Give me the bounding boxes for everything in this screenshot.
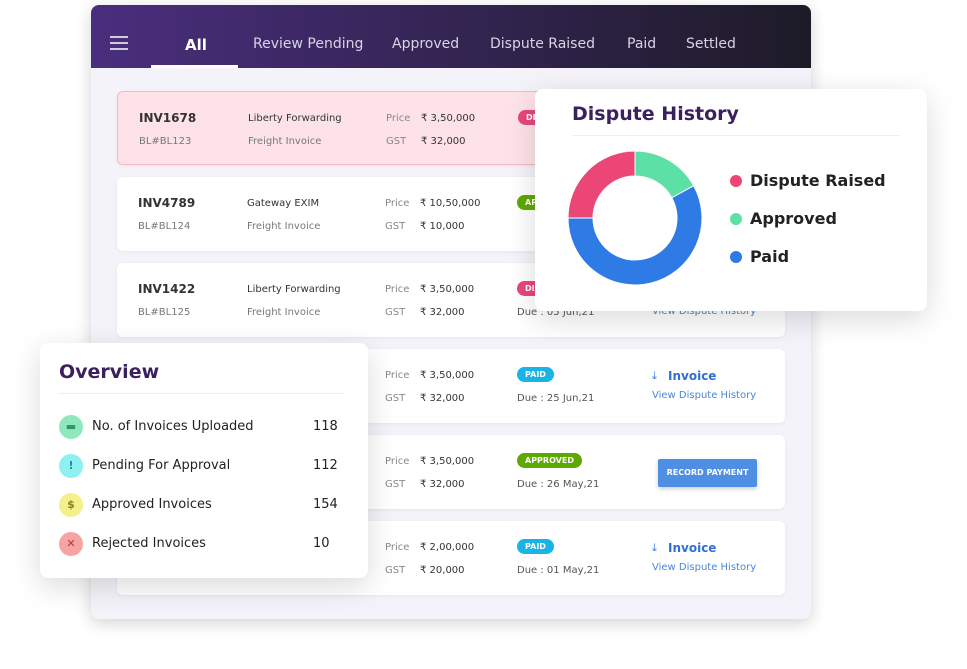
item-count: 118 [313,419,338,434]
download-icon: ⤓ [652,369,657,382]
gst: ₹ 32,000 [420,307,465,318]
bl-number: BL#BL123 [139,136,192,147]
invoice-id: INV4789 [138,196,196,210]
bl-number: BL#BL124 [138,221,191,232]
item-icon: ▬ [59,415,83,439]
tab[interactable]: Review Pending [253,36,364,52]
item-count: 10 [313,536,330,551]
dispute-link[interactable]: View Dispute History [652,390,757,401]
due-date: Due : 05 Jun,21 [517,307,595,318]
invoice-link[interactable]: Invoice [668,369,717,383]
price: ₹ 3,50,000 [420,284,475,295]
invoice-type: Freight Invoice [248,136,322,147]
company: Gateway EXIM [247,198,320,209]
item-label: Pending For Approval [92,458,231,473]
item-icon: ! [59,454,83,478]
due-date: Due : 26 May,21 [517,479,600,490]
gst-label: GST [385,565,406,576]
gst-label: GST [385,479,406,490]
legend-label: Paid [750,247,790,266]
gst-label: GST [385,307,406,318]
price-label: Price [386,113,411,124]
price-label: Price [385,456,410,467]
gst: ₹ 32,000 [421,136,466,147]
donut-chart [567,150,703,286]
invoice-type: Freight Invoice [247,307,321,318]
bl-number: BL#BL125 [138,307,191,318]
dispute-link[interactable]: View Dispute History [652,562,757,573]
tab[interactable]: Dispute Raised [490,36,595,52]
tab[interactable]: Settled [686,36,736,52]
menu-icon[interactable] [110,36,129,50]
tab-underline [151,65,238,68]
gst-label: GST [385,221,406,232]
legend-dot [730,175,742,187]
download-icon: ⤓ [652,541,657,554]
item-icon: ✕ [59,532,83,556]
price-label: Price [385,284,410,295]
price-label: Price [385,542,410,553]
legend-label: Dispute Raised [750,171,886,190]
gst: ₹ 20,000 [420,565,465,576]
due-date: Due : 25 Jun,21 [517,393,595,404]
item-count: 112 [313,458,338,473]
gst-label: GST [386,136,407,147]
item-count: 154 [313,497,338,512]
tab-bar: All Review Pending Approved Dispute Raised P… [91,5,811,68]
price: ₹ 3,50,000 [420,370,475,381]
donut-segment [567,150,636,219]
legend-dot [730,213,742,225]
company: Liberty Forwarding [247,284,341,295]
dispute-link[interactable]: View Dispute History [652,306,757,317]
divider [59,393,345,394]
overview-card: Overview ▬ No. of Invoices Uploaded 118! Pe… [40,343,368,578]
gst: ₹ 32,000 [420,393,465,404]
price: ₹ 3,50,000 [420,456,475,467]
invoice-id: INV1422 [138,282,196,296]
due-date: Due : 01 May,21 [517,565,600,576]
card-title: Overview [59,361,160,383]
invoice-id: INV1678 [139,111,197,125]
gst: ₹ 10,000 [420,221,465,232]
legend-dot [730,251,742,263]
gst: ₹ 32,000 [420,479,465,490]
status-badge: PAID [517,539,554,554]
price: ₹ 3,50,000 [421,113,476,124]
gst-label: GST [385,393,406,404]
divider [572,135,900,136]
dispute-card: Dispute History Dispute Raised Approved Pa… [535,89,927,311]
price-label: Price [385,370,410,381]
record-payment-button[interactable]: RECORD PAYMENT [658,459,757,487]
company: Liberty Forwarding [248,113,342,124]
status-badge: APPROVED [517,453,582,468]
invoice-link[interactable]: Invoice [668,541,717,555]
tab[interactable]: Paid [627,36,657,52]
legend-label: Approved [750,209,837,228]
price: ₹ 2,00,000 [420,542,475,553]
tab[interactable]: Approved [392,36,460,52]
invoice-type: Freight Invoice [247,221,321,232]
item-label: Approved Invoices [92,497,212,512]
price-label: Price [385,198,410,209]
price: ₹ 10,50,000 [420,198,481,209]
donut-segment [567,185,703,286]
tab[interactable]: All [185,36,207,54]
card-title: Dispute History [572,103,739,125]
item-icon: $ [59,493,83,517]
item-label: No. of Invoices Uploaded [92,419,254,434]
status-badge: PAID [517,367,554,382]
item-label: Rejected Invoices [92,536,206,551]
